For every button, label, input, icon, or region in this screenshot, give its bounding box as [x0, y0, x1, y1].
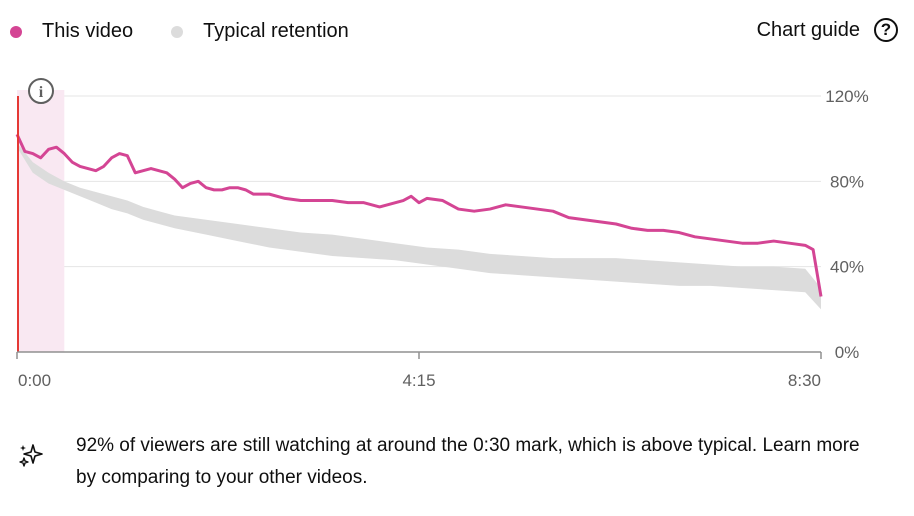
- legend-item-typical[interactable]: Typical retention: [171, 20, 349, 43]
- highlight-range: [17, 90, 65, 352]
- insight-text: 92% of viewers are still watching at aro…: [76, 435, 860, 488]
- chart-grid: [17, 95, 821, 268]
- y-tick-label-3: 120%: [825, 87, 868, 106]
- x-tick-label-1: 4:15: [402, 371, 435, 390]
- info-glyph: i: [39, 84, 44, 101]
- insight-panel: 92% of viewers are still watching at aro…: [18, 430, 866, 494]
- x-tick-label-0: 0:00: [18, 371, 51, 390]
- legend-label-typical: Typical retention: [203, 20, 349, 42]
- x-tick-label-2: 8:30: [788, 371, 821, 390]
- typical-retention-dot-icon: [171, 25, 184, 38]
- help-circle-icon: ?: [874, 18, 898, 42]
- legend-item-this-video[interactable]: This video: [10, 20, 133, 43]
- sparkle-icon: [19, 444, 43, 467]
- retention-chart: 0:00 4:15 8:30 0% 40% 80% 120% i: [15, 78, 869, 390]
- y-tick-label-0: 0%: [835, 343, 860, 362]
- chart-guide-button[interactable]: Chart guide ?: [757, 18, 898, 42]
- typical-retention-band: [17, 142, 821, 310]
- this-video-line: [15, 133, 823, 297]
- y-tick-label-1: 40%: [830, 258, 864, 277]
- y-axis-ticks: 0% 40% 80% 120%: [825, 87, 868, 362]
- this-video-dot-icon: [10, 25, 22, 38]
- chart-guide-label: Chart guide: [756, 18, 860, 41]
- y-tick-label-2: 80%: [830, 172, 864, 191]
- legend-label-this-video: This video: [42, 20, 134, 42]
- x-axis-ticks: 0:00 4:15 8:30: [16, 352, 822, 390]
- chart-legend: This video Typical retention: [10, 20, 387, 43]
- info-icon[interactable]: i: [28, 78, 54, 104]
